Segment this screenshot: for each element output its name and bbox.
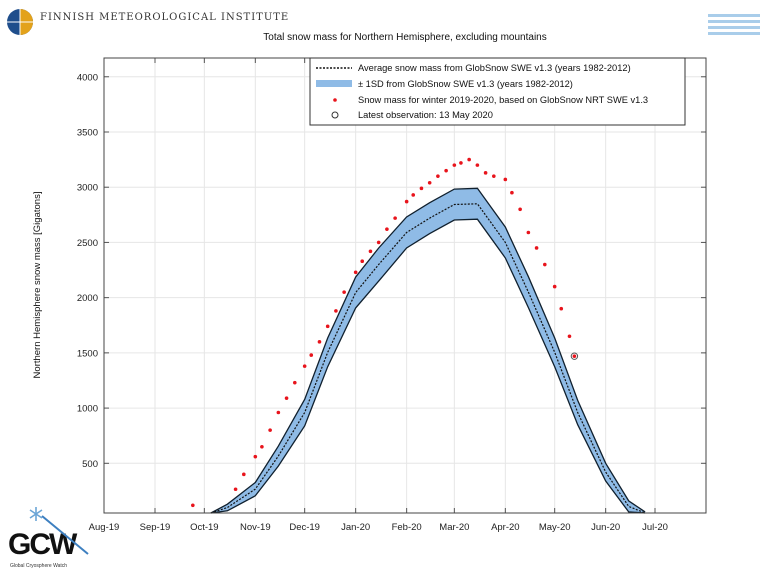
x-tick-label: Sep-19 (140, 522, 171, 533)
observation-point (233, 487, 238, 492)
y-tick-label: 3500 (77, 127, 98, 138)
observation-point (459, 161, 463, 165)
observation-point (276, 410, 281, 415)
observation-point (309, 353, 314, 357)
x-tick-label: Dec-19 (289, 522, 320, 533)
observation-point (510, 190, 514, 195)
observation-point (411, 193, 416, 197)
x-tick-label: Nov-19 (240, 522, 271, 533)
observation-point (404, 199, 409, 204)
observation-point (552, 284, 557, 289)
legend-latest: Latest observation: 13 May 2020 (358, 110, 493, 120)
observation-point (444, 168, 448, 173)
observation-point (483, 171, 488, 175)
legend-observations: Snow mass for winter 2019-2020, based on… (358, 95, 648, 105)
svg-text:GCW: GCW (8, 528, 78, 561)
observation-point (242, 472, 246, 477)
sd-band (210, 188, 646, 514)
sd-upper-line (210, 187, 646, 514)
observation-point (325, 324, 330, 329)
plot-area: Aug-19 Sep-19 Oct-19 Nov-19 Dec-19 Jan-20 Feb-… (77, 57, 707, 533)
y-tick-label: 3000 (77, 183, 98, 194)
globsnow-logo (708, 14, 760, 35)
legend: Average snow mass from GlobSnow SWE v1.3… (309, 57, 686, 126)
snowflake-icon (29, 507, 43, 521)
x-tick-label: Feb-20 (392, 522, 422, 533)
y-tick-label: 1000 (77, 404, 98, 415)
x-tick-label: Mar-20 (439, 522, 469, 533)
observation-point (191, 503, 195, 508)
legend-mean: Average snow mass from GlobSnow SWE v1.3… (358, 63, 631, 73)
x-tick-label: Jan-20 (341, 522, 370, 533)
chart-title: Total snow mass for Northern Hemisphere,… (263, 32, 546, 43)
observation-point (284, 396, 289, 400)
mean-line (210, 203, 646, 514)
observation-point (368, 249, 373, 254)
observation-point (393, 216, 397, 220)
plot-frame (103, 57, 707, 514)
observation-point (518, 207, 522, 212)
observation-point (253, 454, 258, 459)
x-tick-label: Jul-20 (642, 522, 668, 533)
gcw-logo: GCW (8, 507, 89, 561)
observation-point (419, 186, 424, 191)
observation-point (268, 428, 272, 432)
observation-point (427, 180, 432, 185)
x-tick-label: Aug-19 (89, 522, 120, 533)
latest-observation-marker (570, 352, 579, 360)
observation-point (475, 163, 480, 167)
x-tick-label: Jun-20 (591, 522, 620, 533)
observation-point (492, 174, 496, 178)
observation-point (334, 309, 338, 313)
y-tick-label: 4000 (77, 72, 98, 83)
observation-point (302, 364, 307, 368)
observation-point (360, 259, 365, 264)
x-tick-label: Oct-19 (190, 522, 219, 533)
observation-point (292, 380, 297, 385)
observation-point (534, 246, 539, 250)
observation-point (559, 306, 564, 311)
org-name: FINNISH METEOROLOGICAL INSTITUTE (40, 12, 290, 23)
observation-point (385, 227, 389, 231)
observation-point (452, 163, 457, 167)
legend-sd-band: ± 1SD from GlobSnow SWE v1.3 (years 1982… (358, 79, 573, 89)
observation-point (526, 230, 531, 235)
observation-point (467, 157, 471, 162)
y-tick-label: 2000 (77, 293, 98, 304)
y-tick-label: 1500 (77, 348, 98, 359)
sd-lower-line (210, 218, 646, 514)
observation-point (260, 444, 264, 449)
observation-point (342, 290, 346, 294)
observation-point (567, 334, 572, 339)
y-tick-label: 2500 (77, 238, 98, 249)
gcw-subtitle: Global Cryosphere Watch (10, 563, 68, 569)
observation-point (503, 177, 508, 182)
y-tick-label: 500 (82, 459, 98, 470)
observation-point (376, 240, 381, 245)
observation-point (572, 354, 577, 358)
observation-point (317, 340, 322, 344)
y-axis-label: Northern Hemisphere snow mass [Gigatons] (32, 192, 43, 379)
observation-point (436, 174, 440, 178)
observation-point (543, 262, 547, 267)
x-tick-label: Apr-20 (491, 522, 520, 533)
observation-point (353, 270, 358, 275)
fmi-logo (7, 9, 33, 35)
x-tick-label: May-20 (539, 522, 571, 533)
